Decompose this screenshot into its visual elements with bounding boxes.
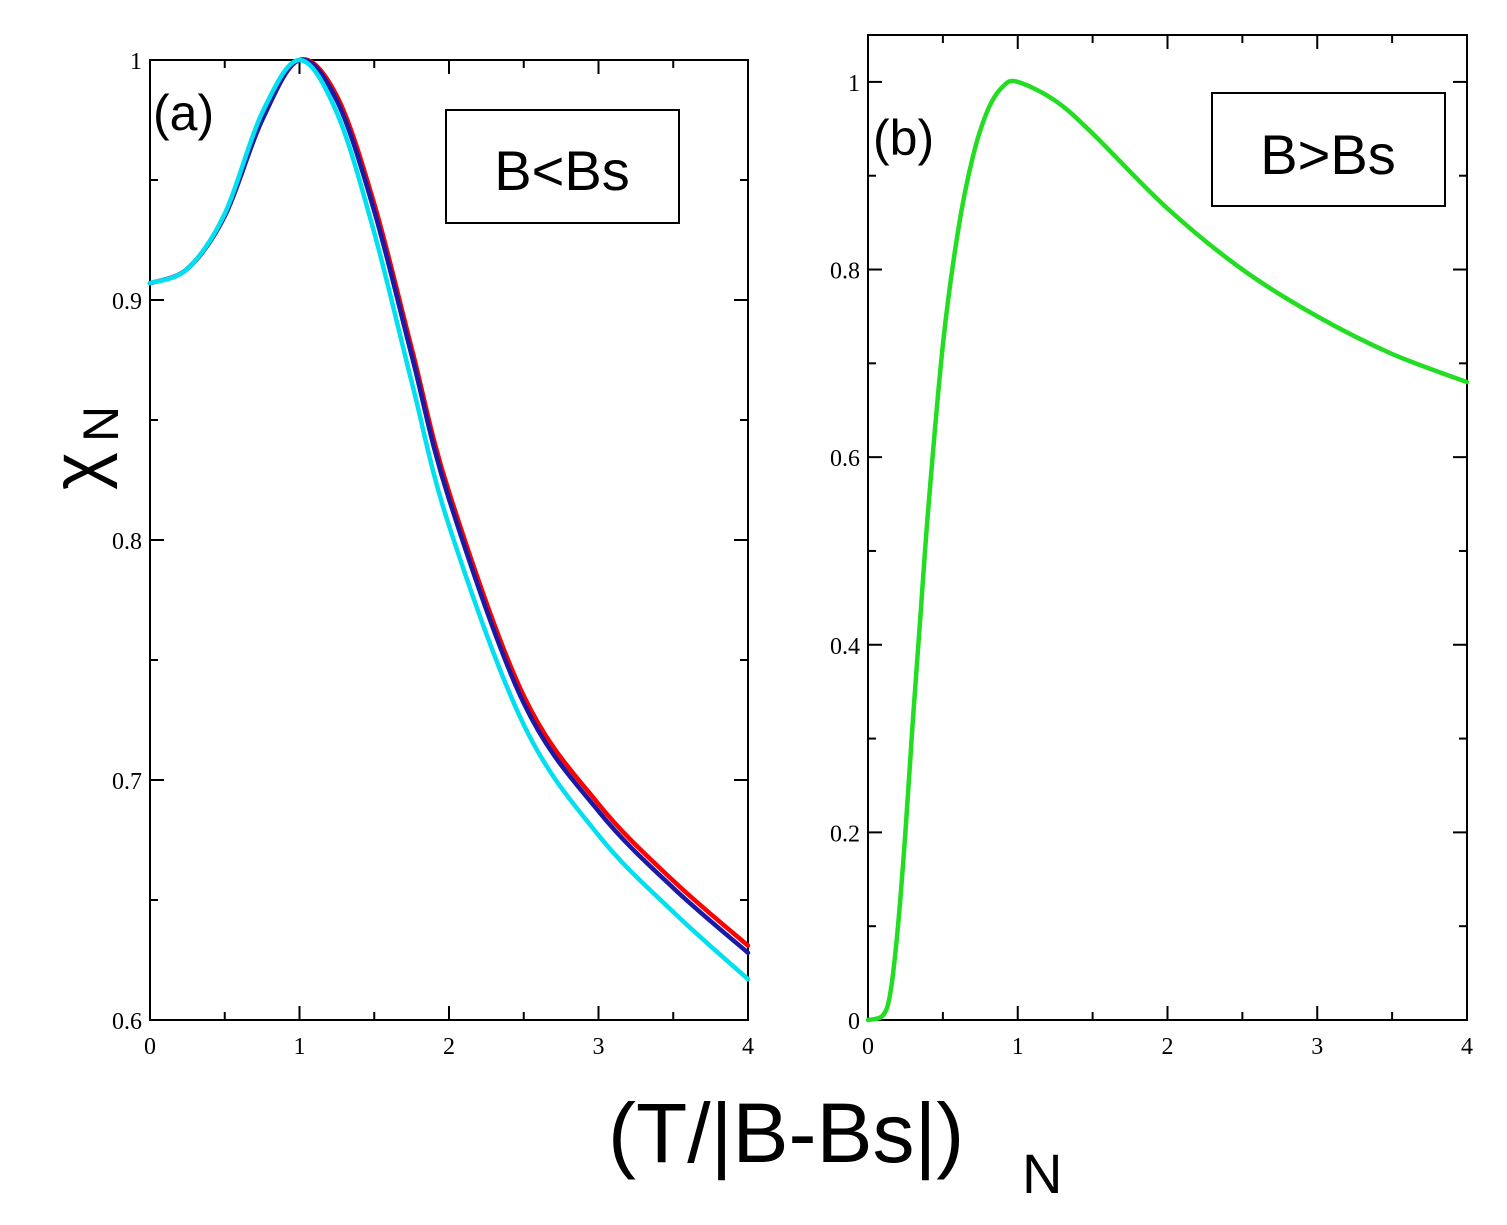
legend-box xyxy=(1211,92,1446,207)
y-tick-label: 1 xyxy=(130,49,142,75)
y-tick-label: 0.6 xyxy=(830,446,860,472)
y-axis-label: χ N xyxy=(38,406,129,490)
x-tick-label: 2 xyxy=(443,1034,455,1060)
y-tick-label: 0.2 xyxy=(830,821,860,847)
x-tick-label: 2 xyxy=(1162,1034,1174,1060)
series-line-3 xyxy=(147,57,751,982)
series-line-1 xyxy=(865,78,1470,1023)
x-tick-label: 3 xyxy=(593,1034,605,1060)
y-axis-label-main: χ xyxy=(38,452,118,490)
panel-label: (a) xyxy=(153,85,214,141)
x-tick-label: 0 xyxy=(862,1034,874,1060)
legend-text: B<Bs xyxy=(494,139,629,202)
x-axis-label: (T/|B-Bs|) N xyxy=(608,1086,1062,1205)
y-tick-label: 0.7 xyxy=(112,769,142,795)
y-tick-label: 0.4 xyxy=(830,634,860,660)
y-tick-label: 0 xyxy=(848,1009,860,1035)
legend-box xyxy=(445,109,680,224)
y-axis-label-sub: N xyxy=(73,406,129,442)
x-tick-label: 1 xyxy=(294,1034,306,1060)
y-tick-label: 0.8 xyxy=(830,259,860,285)
x-axis-label-sub: N xyxy=(1022,1142,1062,1205)
y-tick-label: 0.8 xyxy=(112,529,142,555)
x-axis-label-main: (T/|B-Bs|) xyxy=(608,1086,964,1180)
x-tick-label: 3 xyxy=(1311,1034,1323,1060)
x-tick-label: 0 xyxy=(144,1034,156,1060)
y-tick-label: 0.9 xyxy=(112,289,142,315)
x-tick-label: 4 xyxy=(1461,1034,1473,1060)
x-tick-label: 1 xyxy=(1012,1034,1024,1060)
y-tick-label: 0.6 xyxy=(112,1009,142,1035)
panel-label: (b) xyxy=(873,110,934,166)
panel-a: 0 1 2 3 4 0.6 0.7 0.8 0.9 1 B<Bs (a) xyxy=(112,49,754,1060)
x-tick-label: 4 xyxy=(742,1034,754,1060)
y-tick-label: 1 xyxy=(848,71,860,97)
panel-b: 0 1 2 3 4 0 0.2 0.4 0.6 0.8 1 B>Bs (b) xyxy=(830,34,1473,1060)
legend-text: B>Bs xyxy=(1260,123,1395,186)
